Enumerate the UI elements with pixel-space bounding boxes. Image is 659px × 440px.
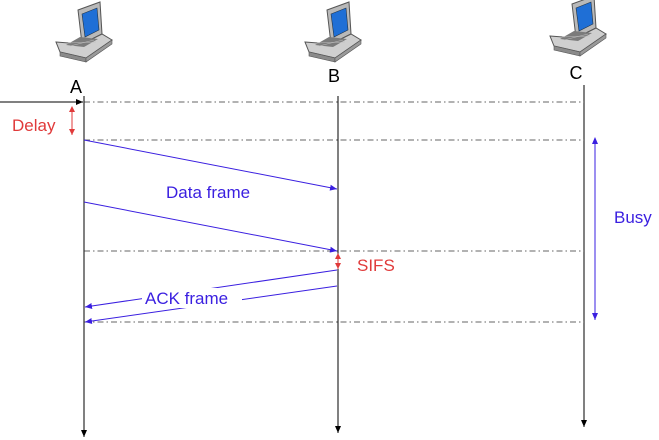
ack-frame-label: ACK frame — [145, 289, 228, 308]
laptop-icon — [304, 1, 362, 63]
laptop-icon — [549, 0, 607, 57]
delay-label: Delay — [12, 116, 56, 135]
sifs-label: SIFS — [357, 256, 395, 275]
node-label-b: B — [328, 66, 340, 86]
data-frame-label: Data frame — [166, 183, 250, 202]
timing-lines — [84, 101, 584, 323]
ack-label-background — [142, 288, 242, 308]
node-label-c: C — [570, 63, 583, 83]
data-frame-start-arrow — [83, 139, 338, 191]
busy-label: Busy — [614, 208, 652, 227]
data-frame-end-arrow — [83, 201, 338, 253]
laptop-icon — [55, 1, 113, 63]
node-label-a: A — [70, 77, 82, 97]
